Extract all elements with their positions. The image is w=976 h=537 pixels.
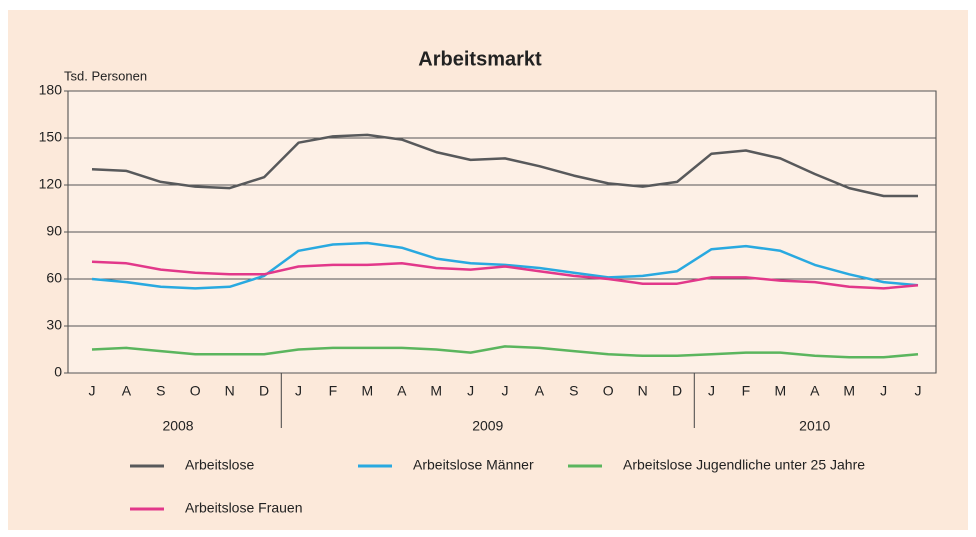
x-group-label: 2010 <box>799 418 830 434</box>
chart-title: Arbeitsmarkt <box>418 48 542 70</box>
legend-label: Arbeitslose Jugendliche unter 25 Jahre <box>623 457 865 473</box>
x-group-label: 2009 <box>472 418 503 434</box>
x-tick-label: A <box>397 383 407 399</box>
x-tick-label: J <box>708 383 715 399</box>
legend-label: Arbeitslose Frauen <box>185 500 303 516</box>
x-tick-label: S <box>156 383 165 399</box>
x-tick-label: J <box>467 383 474 399</box>
x-tick-label: F <box>742 383 751 399</box>
series-line <box>91 260 919 290</box>
y-tick-label: 180 <box>39 82 63 98</box>
y-tick-label: 150 <box>39 129 63 145</box>
x-tick-label: M <box>843 383 855 399</box>
series-line <box>91 241 919 290</box>
x-tick-label: M <box>774 383 786 399</box>
legend-label: Arbeitslose <box>185 457 254 473</box>
x-tick-label: A <box>535 383 545 399</box>
series-line <box>91 133 918 198</box>
x-tick-label: J <box>915 383 922 399</box>
x-tick-label: D <box>672 383 682 399</box>
x-tick-label: A <box>810 383 820 399</box>
y-tick-label: 60 <box>46 270 62 286</box>
series-line <box>91 345 919 359</box>
x-tick-label: J <box>89 383 96 399</box>
x-group-label: 2008 <box>162 418 193 434</box>
x-tick-label: F <box>329 383 338 399</box>
x-tick-label: J <box>880 383 887 399</box>
x-tick-label: J <box>295 383 302 399</box>
x-tick-label: A <box>122 383 132 399</box>
y-tick-label: 90 <box>46 223 62 239</box>
x-tick-label: M <box>430 383 442 399</box>
x-tick-label: D <box>259 383 269 399</box>
x-tick-label: O <box>190 383 201 399</box>
y-tick-label: 30 <box>46 317 62 333</box>
x-tick-label: S <box>569 383 578 399</box>
y-axis-label: Tsd. Personen <box>64 68 147 83</box>
x-tick-label: N <box>225 383 235 399</box>
x-tick-label: O <box>603 383 614 399</box>
y-tick-label: 0 <box>54 364 62 380</box>
x-tick-label: J <box>502 383 509 399</box>
x-tick-label: M <box>361 383 373 399</box>
y-tick-label: 120 <box>39 176 63 192</box>
legend-label: Arbeitslose Männer <box>413 457 534 473</box>
x-tick-label: N <box>638 383 648 399</box>
